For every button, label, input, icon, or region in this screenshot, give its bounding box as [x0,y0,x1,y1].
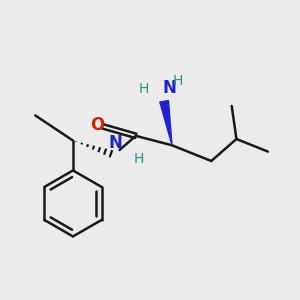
Text: H: H [173,74,184,88]
Polygon shape [160,100,172,145]
Text: O: O [90,116,104,134]
Text: H: H [134,152,144,166]
Text: N: N [163,79,177,97]
Text: N: N [109,134,122,152]
Text: H: H [139,82,149,96]
